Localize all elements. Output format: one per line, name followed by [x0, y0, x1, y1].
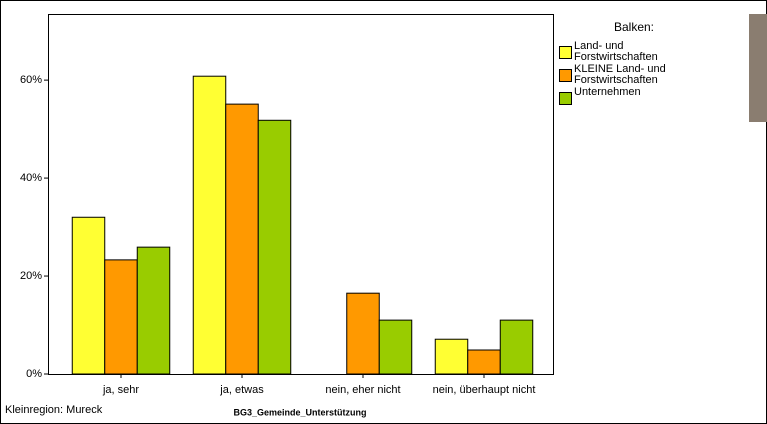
legend-item: Unternehmen — [559, 87, 689, 105]
legend: Balken: Land- und Forstwirtschaften KLEIN… — [559, 20, 689, 106]
x-tick-label: ja, sehr — [102, 384, 139, 396]
bar — [71, 216, 106, 375]
legend-title: Balken: — [613, 20, 655, 34]
y-tick-label: 40% — [20, 172, 42, 184]
footnote: Kleinregion: Mureck — [5, 404, 103, 416]
bar — [136, 246, 171, 375]
bar — [378, 319, 413, 375]
legend-swatch — [559, 69, 572, 82]
y-tick-label: 0% — [26, 368, 42, 380]
bar — [104, 259, 138, 375]
bar — [192, 75, 227, 375]
y-tick-label: 60% — [20, 74, 42, 86]
y-tick-label: 20% — [20, 270, 42, 282]
thumbnail — [749, 14, 767, 122]
x-tick-label: nein, eher nicht — [325, 384, 400, 396]
legend-swatch — [559, 46, 572, 59]
bar — [499, 319, 534, 375]
bar — [434, 338, 469, 375]
legend-item: KLEINE Land- und Forstwirtschaften — [559, 64, 689, 86]
bar — [467, 349, 501, 375]
x-tick-label: ja, etwas — [219, 384, 264, 396]
legend-label: KLEINE Land- und Forstwirtschaften — [574, 63, 666, 86]
x-axis-title: BG3_Gemeinde_Unterstützung — [233, 407, 366, 417]
legend-label: Unternehmen — [574, 86, 641, 98]
bar — [257, 119, 292, 375]
bar — [225, 103, 259, 375]
legend-label: Land- und Forstwirtschaften — [574, 40, 658, 63]
x-tick-label: nein, überhaupt nicht — [433, 384, 536, 396]
legend-item: Land- und Forstwirtschaften — [559, 41, 689, 63]
bar — [346, 292, 380, 375]
legend-swatch — [559, 92, 572, 105]
